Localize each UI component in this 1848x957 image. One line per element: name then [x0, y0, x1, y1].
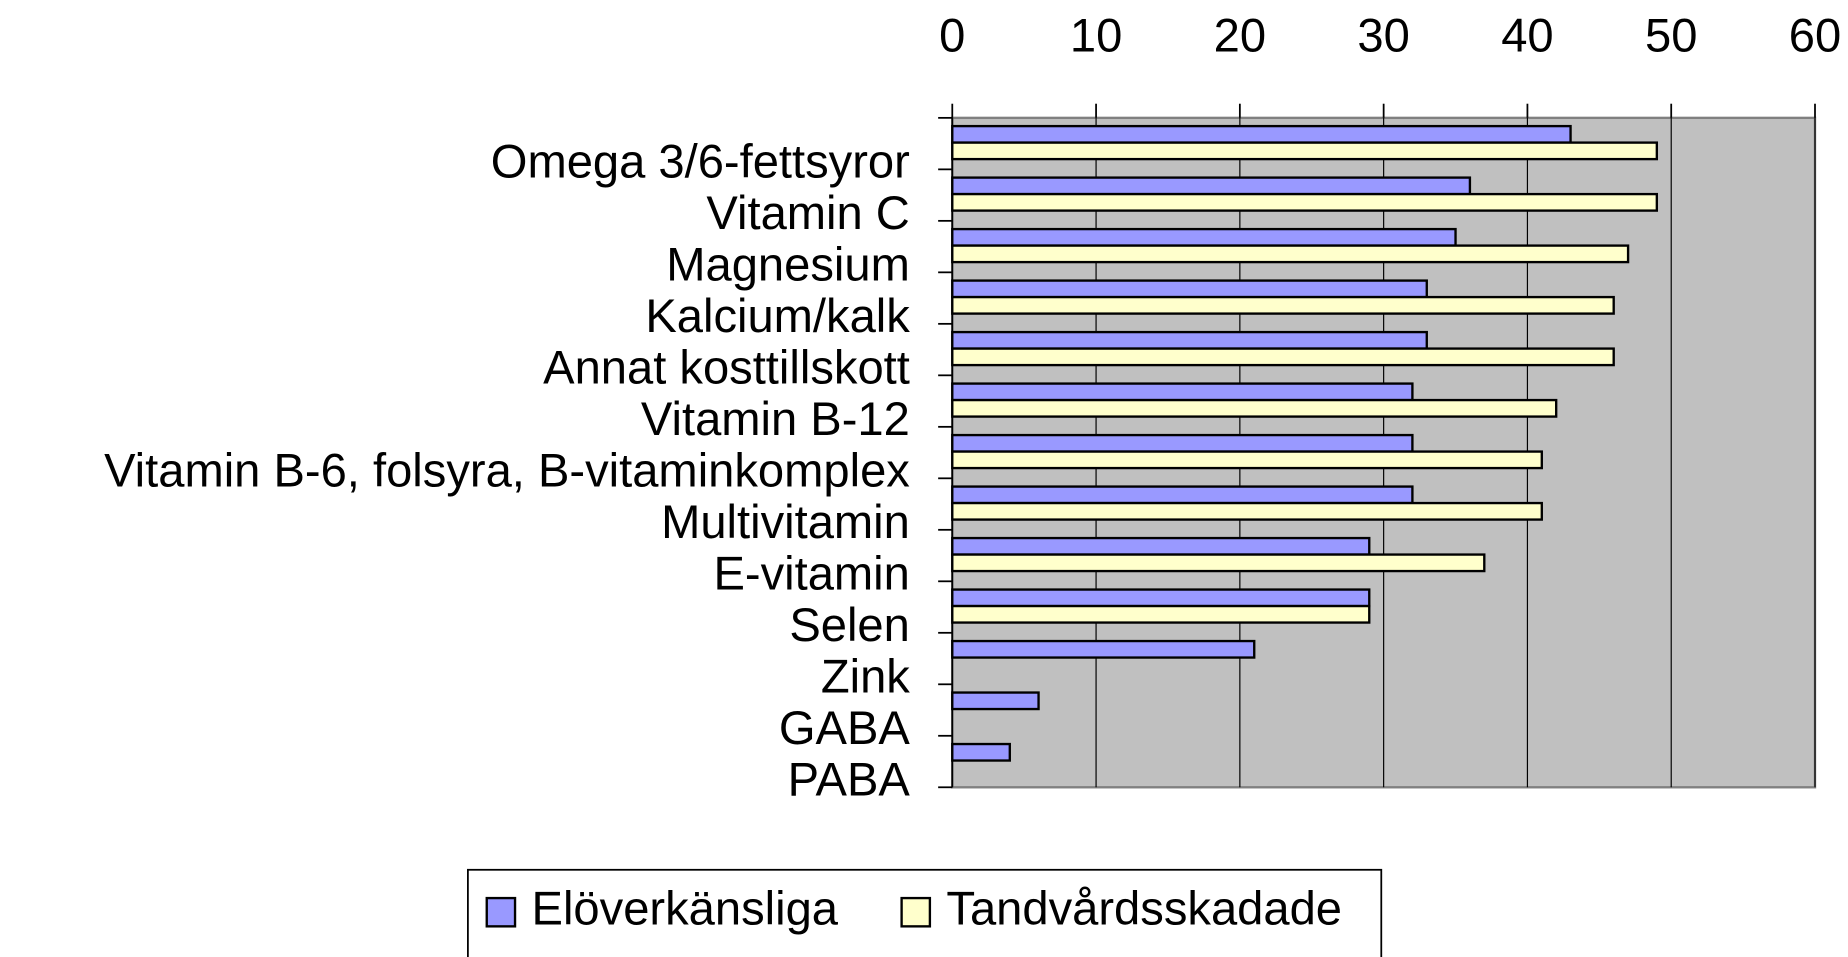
bar — [951, 244, 1630, 264]
y-tick-label: PABA — [788, 753, 911, 806]
bar — [951, 485, 1414, 505]
bar — [951, 691, 1040, 711]
x-tick-label: 30 — [1357, 8, 1409, 61]
y-tick-label: E-vitamin — [713, 547, 909, 600]
x-tick-label: 0 — [939, 8, 965, 61]
bar — [951, 398, 1558, 418]
y-tick-label: GABA — [779, 701, 911, 754]
x-tick-label: 40 — [1501, 8, 1553, 61]
bar — [951, 192, 1659, 212]
y-tick-label: Selen — [789, 598, 910, 651]
bar — [951, 553, 1486, 573]
x-tick-label: 20 — [1214, 8, 1266, 61]
bar — [951, 588, 1371, 608]
bar — [951, 382, 1414, 402]
bar — [951, 124, 1572, 144]
y-tick-label: Magnesium — [666, 238, 910, 291]
bar — [951, 295, 1615, 315]
y-tick-label: Kalcium/kalk — [645, 289, 910, 342]
legend-label: Tandvårdsskadade — [946, 882, 1342, 935]
legend-swatch — [485, 896, 517, 928]
y-tick-label: Omega 3/6-fettsyror — [491, 135, 910, 188]
bar — [951, 450, 1543, 470]
bar — [951, 501, 1543, 521]
bar — [951, 330, 1428, 350]
bar — [951, 742, 1011, 762]
y-tick-label: Vitamin B-6, folsyra, B-vitaminkomplex — [104, 444, 910, 497]
y-tick-label: Vitamin B-12 — [641, 392, 910, 445]
bar — [951, 347, 1615, 367]
y-tick-label: Annat kosttillskott — [543, 341, 910, 394]
y-tick-label: Vitamin C — [706, 186, 909, 239]
bar — [951, 176, 1472, 196]
bar — [951, 279, 1428, 299]
y-tick-label: Zink — [821, 650, 910, 703]
bar — [951, 604, 1371, 624]
legend-label: Elöverkänsliga — [532, 882, 839, 935]
bar — [951, 639, 1256, 659]
y-tick-label: Multivitamin — [661, 495, 910, 548]
bar — [951, 536, 1371, 556]
bar — [951, 227, 1457, 247]
x-tick-label: 60 — [1789, 8, 1841, 61]
bar — [951, 141, 1659, 161]
x-tick-label: 50 — [1645, 8, 1697, 61]
legend-swatch — [900, 896, 932, 928]
x-tick-label: 10 — [1070, 8, 1122, 61]
bar — [951, 433, 1414, 453]
